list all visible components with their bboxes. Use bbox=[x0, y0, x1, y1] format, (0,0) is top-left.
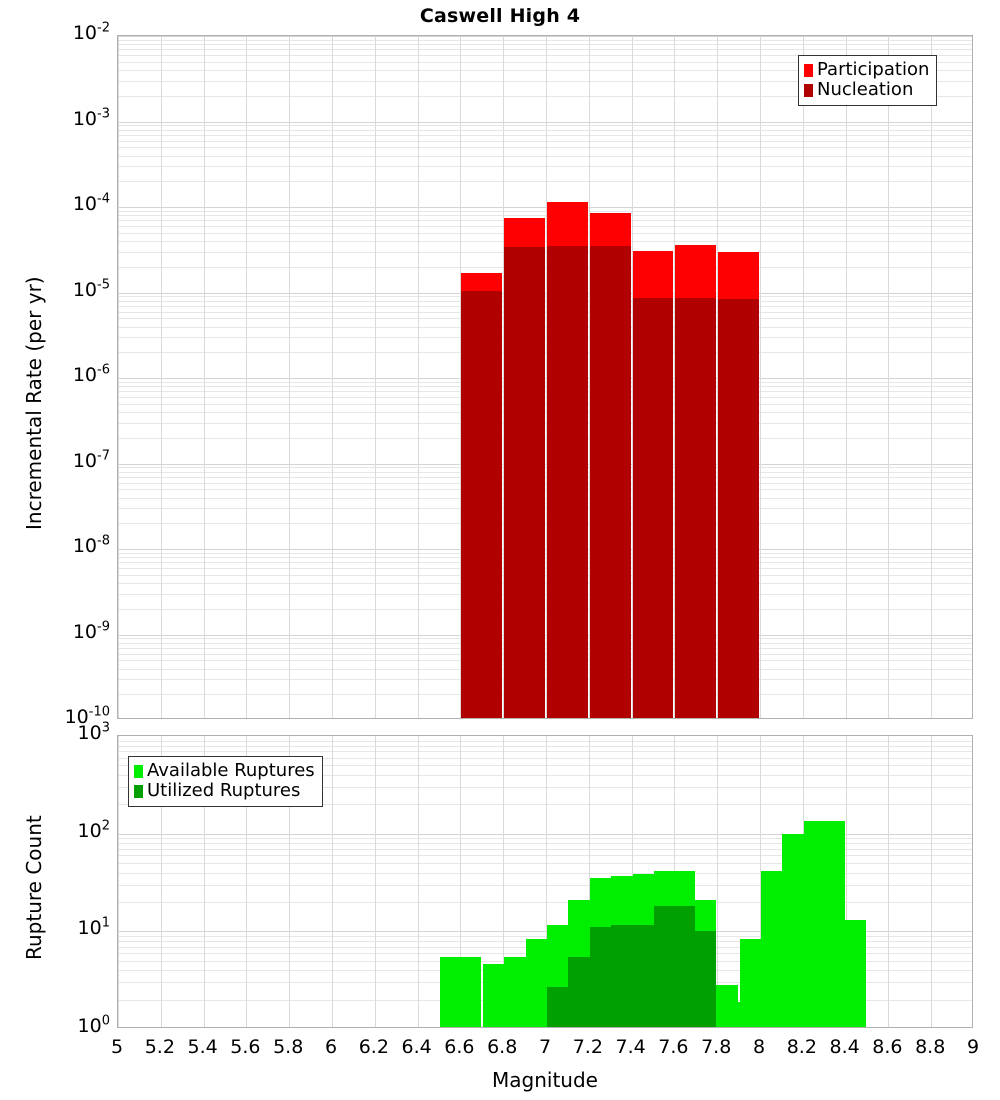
x-tick: 5.4 bbox=[187, 1036, 218, 1058]
x-tick: 5 bbox=[110, 1036, 124, 1058]
nucleation-label: Nucleation bbox=[817, 79, 914, 101]
nucleation-bar bbox=[461, 290, 503, 718]
x-tick: 9 bbox=[966, 1036, 980, 1058]
participation-swatch bbox=[804, 63, 813, 77]
y-tick-count: 100 bbox=[77, 1013, 110, 1037]
participation-label: Participation bbox=[817, 59, 930, 80]
x-tick: 6.4 bbox=[401, 1036, 432, 1058]
x-tick: 6.2 bbox=[358, 1036, 389, 1058]
available-ruptures-bar bbox=[825, 920, 866, 1027]
y-tick-rate: 10-9 bbox=[72, 619, 110, 643]
y-tick-rate: 10-5 bbox=[72, 277, 110, 301]
utilized-ruptures-swatch bbox=[134, 784, 143, 798]
legend-item-participation: Participation bbox=[804, 59, 930, 80]
x-tick: 7.4 bbox=[615, 1036, 646, 1058]
y-tick-rate: 10-4 bbox=[72, 191, 110, 215]
y-tick-rate: 10-2 bbox=[72, 20, 110, 44]
rate-bars bbox=[118, 36, 972, 718]
nucleation-bar bbox=[718, 299, 759, 718]
y-tick-rate: 10-7 bbox=[72, 448, 110, 472]
legend-item-nucleation: Nucleation bbox=[804, 79, 929, 101]
y-tick-rate: 10-3 bbox=[72, 106, 110, 130]
x-tick: 5.8 bbox=[273, 1036, 304, 1058]
chart-title: Caswell High 4 bbox=[419, 5, 581, 27]
incremental-rate-panel: Participation Nucleation bbox=[117, 35, 973, 719]
x-tick: 7.6 bbox=[658, 1036, 689, 1058]
rate-legend: Participation Nucleation bbox=[798, 55, 938, 107]
available-ruptures-label: Available Ruptures bbox=[147, 760, 315, 781]
count-y-tick-labels: 103 102 101 100 bbox=[5, 722, 110, 1036]
x-tick: 8 bbox=[752, 1036, 766, 1058]
x-axis-title: Magnitude bbox=[492, 1068, 598, 1092]
legend-item-available-ruptures: Available Ruptures bbox=[134, 760, 315, 781]
available-ruptures-bar bbox=[440, 956, 481, 1027]
count-legend: Available Ruptures Utilized Ruptures bbox=[128, 756, 323, 808]
y-tick-count: 101 bbox=[77, 916, 110, 940]
y-tick-count: 102 bbox=[77, 818, 110, 842]
x-tick: 6.6 bbox=[444, 1036, 475, 1058]
y-tick-rate: 10-10 bbox=[64, 704, 110, 728]
x-tick: 6 bbox=[324, 1036, 338, 1058]
utilized-ruptures-bar bbox=[675, 931, 717, 1027]
nucleation-bar bbox=[589, 246, 631, 718]
x-tick: 5.2 bbox=[144, 1036, 175, 1058]
x-tick: 8.6 bbox=[872, 1036, 903, 1058]
x-tick: 8.2 bbox=[786, 1036, 817, 1058]
nucleation-bar bbox=[504, 247, 545, 718]
y-tick-count: 103 bbox=[77, 720, 110, 744]
rate-gridlines bbox=[118, 36, 972, 718]
count-bars bbox=[118, 736, 972, 1027]
y-axis-title-count: Rupture Count bbox=[22, 815, 46, 960]
rupture-count-panel: Available Ruptures Utilized Ruptures bbox=[117, 735, 973, 1028]
y-tick-rate: 10-6 bbox=[72, 362, 110, 386]
x-tick: 6.8 bbox=[487, 1036, 518, 1058]
rate-y-tick-labels: 10-2 10-3 10-4 10-5 10-6 10-7 10-8 10-9 10-10 bbox=[5, 0, 110, 727]
x-tick: 7.8 bbox=[701, 1036, 732, 1058]
x-tick: 5.6 bbox=[230, 1036, 261, 1058]
utilized-ruptures-label: Utilized Ruptures bbox=[147, 780, 301, 802]
y-tick-rate: 10-8 bbox=[72, 533, 110, 557]
available-ruptures-swatch bbox=[134, 764, 143, 778]
x-tick: 8.4 bbox=[829, 1036, 860, 1058]
nucleation-bar bbox=[675, 298, 717, 718]
nucleation-swatch bbox=[804, 83, 813, 97]
nucleation-bar bbox=[547, 246, 588, 718]
x-tick: 7 bbox=[538, 1036, 552, 1058]
x-tick: 7.2 bbox=[572, 1036, 603, 1058]
legend-item-utilized-ruptures: Utilized Ruptures bbox=[134, 780, 315, 802]
nucleation-bar bbox=[632, 298, 674, 718]
x-tick: 8.8 bbox=[915, 1036, 946, 1058]
y-axis-title-rate: Incremental Rate (per yr) bbox=[22, 276, 46, 530]
